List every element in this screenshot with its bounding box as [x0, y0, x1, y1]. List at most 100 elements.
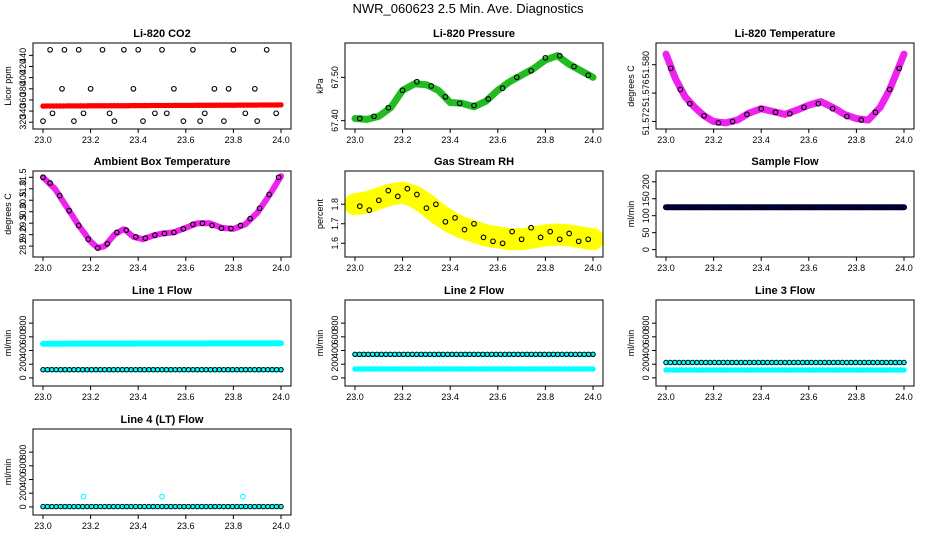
data-point	[121, 340, 128, 347]
data-point	[884, 367, 890, 373]
data-point	[257, 367, 264, 373]
data-point	[256, 205, 263, 212]
x-tick-label: 23.2	[82, 521, 100, 531]
data-point	[166, 503, 172, 510]
data-point	[81, 103, 87, 109]
data-point	[693, 204, 699, 210]
x-tick-label: 23.0	[34, 263, 52, 273]
data-point	[53, 188, 60, 195]
data-point	[106, 110, 113, 117]
data-point	[257, 340, 264, 347]
x-tick-label: 24.0	[272, 521, 290, 531]
data-point	[64, 340, 70, 347]
data-point	[731, 367, 737, 373]
data-point	[50, 184, 56, 190]
data-point	[138, 367, 145, 373]
data-point	[172, 102, 179, 109]
data-point	[43, 103, 50, 109]
data-point	[666, 204, 672, 210]
data-point	[244, 340, 250, 347]
data-point	[171, 229, 177, 236]
data-point	[227, 102, 233, 108]
data-point	[768, 367, 775, 373]
data-point	[218, 225, 225, 232]
plot-area	[662, 50, 908, 127]
y-tick-label: 360	[18, 92, 28, 107]
data-point	[98, 103, 104, 109]
data-point	[775, 359, 781, 366]
data-point	[77, 367, 84, 373]
data-point	[47, 180, 53, 186]
data-point	[247, 340, 254, 347]
data-point	[40, 174, 46, 181]
data-point	[94, 103, 101, 109]
x-tick-label: 23.6	[177, 392, 195, 402]
y-axis-label: percent	[315, 198, 325, 229]
data-point	[710, 118, 717, 125]
data-point	[196, 503, 203, 510]
data-point	[847, 204, 853, 210]
data-point	[880, 359, 887, 366]
data-point	[64, 503, 70, 510]
data-point	[108, 236, 114, 242]
x-tick-label: 23.0	[34, 521, 52, 531]
data-point	[254, 503, 260, 510]
x-tick-label: 23.0	[34, 392, 52, 402]
data-point	[484, 96, 491, 103]
data-point	[135, 46, 142, 53]
data-point	[823, 204, 829, 210]
data-point	[183, 102, 189, 109]
data-point	[673, 77, 679, 83]
data-point	[161, 230, 168, 237]
x-tick-label: 23.6	[177, 521, 195, 531]
data-point	[697, 367, 703, 373]
x-tick-label: 23.2	[82, 263, 100, 273]
data-point	[104, 103, 111, 109]
data-point	[108, 503, 114, 510]
data-point	[396, 92, 402, 99]
chart-title: Ambient Box Temperature	[94, 156, 231, 168]
data-point	[75, 222, 82, 229]
y-tick-label: 340	[18, 104, 28, 119]
data-point	[481, 366, 487, 372]
data-point	[721, 120, 727, 126]
data-point	[729, 118, 736, 125]
data-point	[525, 235, 532, 241]
data-point	[464, 226, 470, 233]
data-point	[512, 236, 518, 243]
data-point	[717, 204, 723, 210]
data-point	[768, 204, 775, 210]
x-tick-label: 23.6	[489, 392, 507, 402]
y-tick-label: 28.5	[18, 237, 28, 255]
data-point	[132, 102, 138, 109]
data-point	[566, 366, 572, 372]
data-point	[512, 366, 518, 372]
data-point	[829, 105, 836, 112]
y-tick-label: 200	[18, 486, 28, 501]
data-point	[442, 218, 449, 225]
data-point	[677, 86, 684, 93]
data-point	[542, 366, 549, 372]
x-tick-label: 23.4	[752, 135, 770, 145]
data-point	[711, 204, 717, 210]
data-point	[892, 204, 898, 210]
x-tick-label: 23.6	[489, 135, 507, 145]
data-point	[60, 199, 67, 205]
data-point	[179, 102, 186, 109]
x-tick-label: 23.2	[705, 392, 723, 402]
data-point	[94, 340, 101, 347]
x-tick-label: 23.8	[848, 392, 866, 402]
data-point	[826, 204, 832, 210]
data-point	[590, 74, 596, 81]
data-point	[686, 100, 693, 107]
data-point	[115, 103, 121, 109]
data-point	[532, 234, 538, 240]
data-point	[799, 367, 805, 373]
chart-title: Line 2 Flow	[444, 285, 504, 297]
data-point	[450, 100, 457, 106]
data-point	[710, 367, 717, 373]
data-point	[99, 46, 106, 53]
data-point	[714, 119, 720, 125]
data-point	[217, 340, 223, 347]
data-point	[213, 102, 220, 108]
